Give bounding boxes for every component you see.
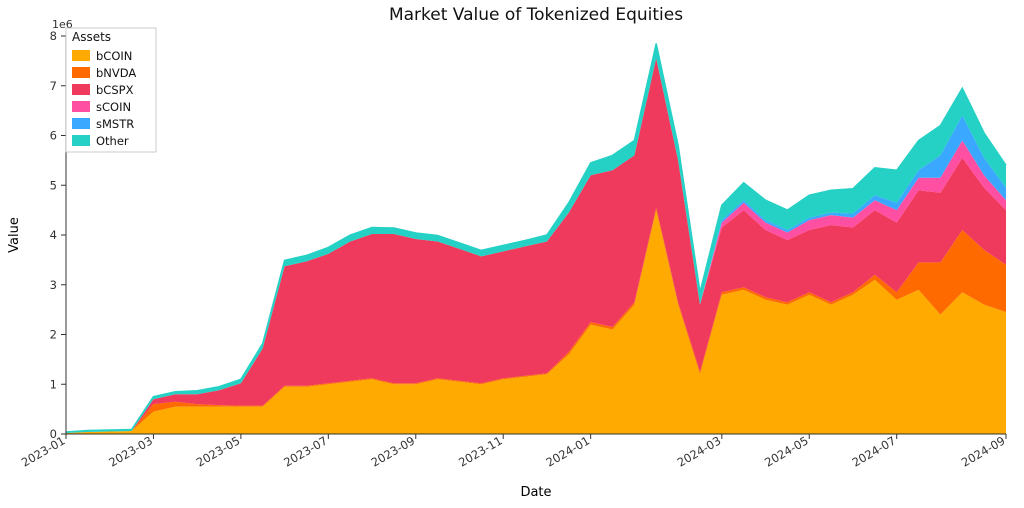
legend-swatch	[72, 135, 90, 146]
x-tick-label: 2024-01	[544, 433, 593, 469]
x-tick-label: 2024-07	[850, 433, 899, 469]
y-tick-label: 8	[50, 29, 57, 43]
legend-label: bCSPX	[96, 83, 134, 97]
chart-title: Market Value of Tokenized Equities	[389, 5, 683, 25]
x-tick-label: 2023-09	[369, 433, 418, 469]
x-tick-label: 2024-05	[762, 433, 811, 469]
x-tick-label: 2023-07	[281, 433, 330, 469]
chart-container: Market Value of Tokenized Equities 1e6 2…	[0, 0, 1024, 508]
y-tick-label: 3	[50, 278, 57, 292]
y-tick-label: 1	[50, 377, 57, 391]
x-tick-label: 2023-01	[19, 433, 68, 469]
legend-swatch	[72, 84, 90, 95]
legend: Assets bCOIN bNVDA bCSPX sCOIN sMSTR Other	[66, 28, 156, 152]
x-tick-label: 2023-11	[456, 433, 505, 469]
legend-title: Assets	[72, 30, 111, 44]
legend-swatch	[72, 50, 90, 61]
x-tick-label: 2024-09	[959, 433, 1008, 469]
stacked-area-chart: Market Value of Tokenized Equities 1e6 2…	[0, 0, 1024, 508]
y-axis: 0 1 2 3 4 5 6 7 8	[50, 29, 66, 441]
y-tick-label: 0	[50, 427, 57, 441]
legend-label: bNVDA	[96, 66, 136, 80]
plot-area	[66, 36, 1006, 434]
x-axis-label: Date	[520, 485, 551, 500]
y-tick-label: 2	[50, 328, 57, 342]
x-axis: 2023-01 2023-03 2023-05 2023-07 2023-09 2023-…	[19, 433, 1008, 469]
y-tick-label: 6	[50, 129, 57, 143]
y-tick-label: 5	[50, 178, 57, 192]
legend-label: sCOIN	[96, 100, 131, 114]
legend-swatch	[72, 118, 90, 129]
x-tick-label: 2023-03	[106, 433, 155, 469]
x-tick-label: 2023-05	[194, 433, 243, 469]
y-tick-label: 4	[50, 228, 57, 242]
y-tick-label: 7	[50, 79, 57, 93]
legend-label: Other	[96, 134, 129, 148]
y-axis-label: Value	[7, 217, 22, 253]
legend-swatch	[72, 67, 90, 78]
legend-label: sMSTR	[96, 117, 134, 131]
legend-swatch	[72, 101, 90, 112]
legend-label: bCOIN	[96, 49, 132, 63]
x-tick-label: 2024-03	[675, 433, 724, 469]
